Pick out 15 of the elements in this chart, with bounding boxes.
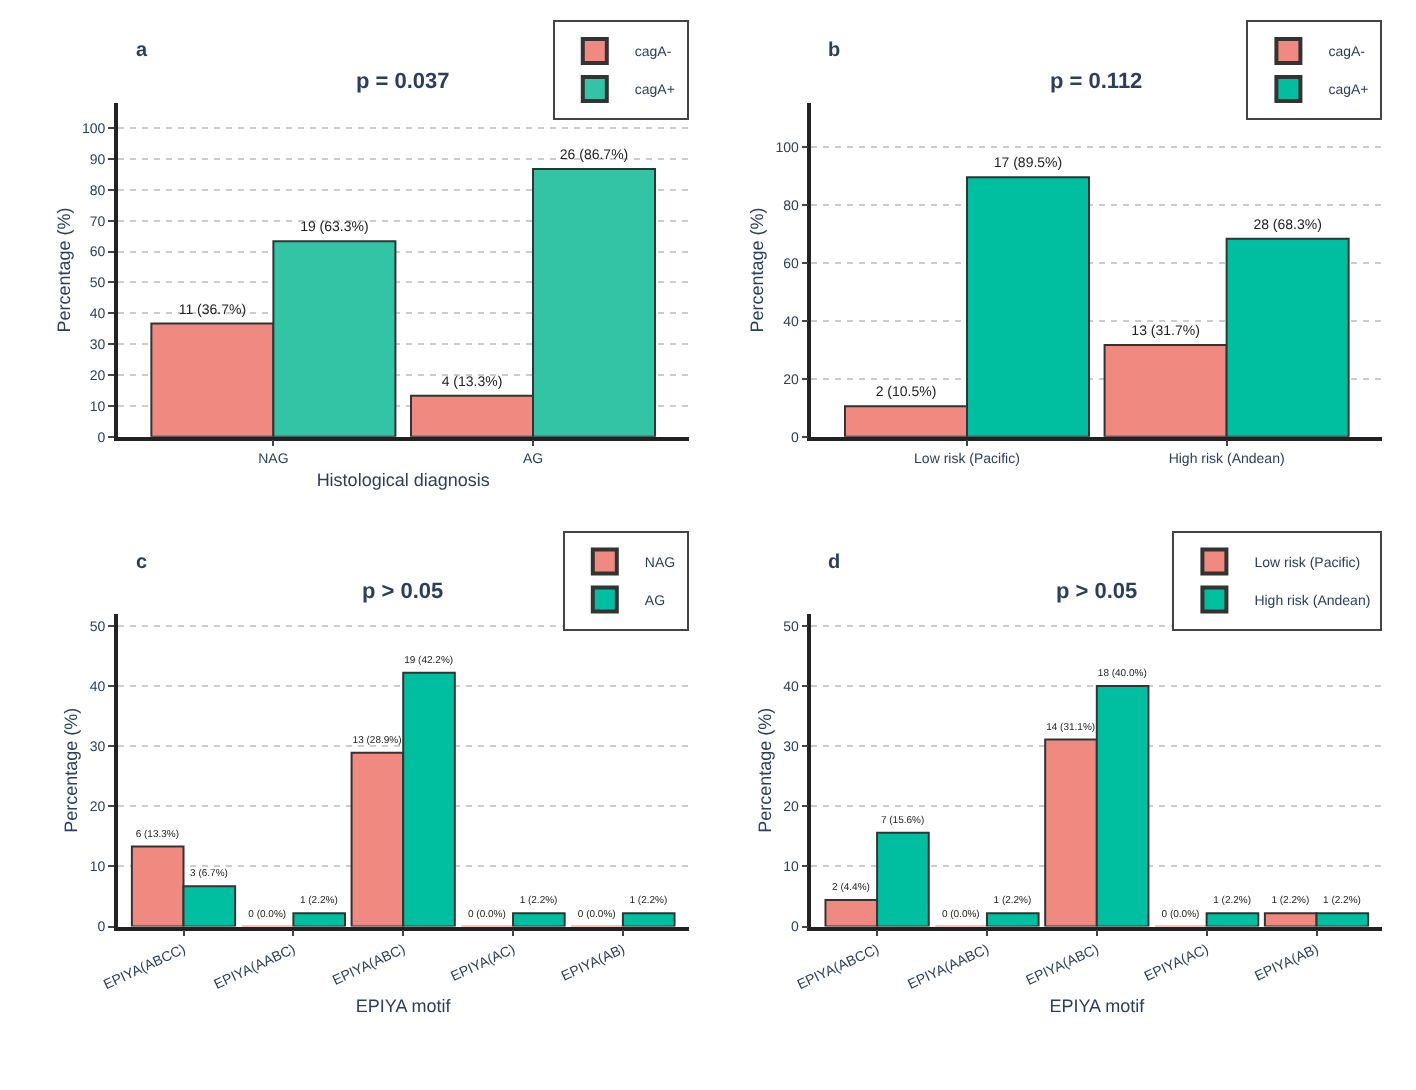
chart-title: p > 0.05 [362, 580, 444, 604]
y-axis-title: Percentage (%) [53, 207, 74, 333]
x-axis-title: Histological diagnosis [316, 469, 491, 490]
chart-title: p = 0.037 [356, 70, 450, 94]
y-axis-title: Percentage (%) [755, 707, 776, 833]
x-axis-title: EPIYA motif [355, 995, 452, 1016]
chart-title: p > 0.05 [1056, 580, 1138, 604]
y-axis-title: Percentage (%) [61, 707, 82, 833]
text: a [136, 40, 148, 62]
text: c [136, 552, 148, 574]
text: d [828, 552, 841, 574]
x-axis-title: EPIYA motif [1049, 995, 1146, 1016]
text: b [828, 40, 841, 62]
chart-title: p = 0.112 [1050, 70, 1143, 94]
y-axis-title: Percentage (%) [747, 207, 768, 333]
